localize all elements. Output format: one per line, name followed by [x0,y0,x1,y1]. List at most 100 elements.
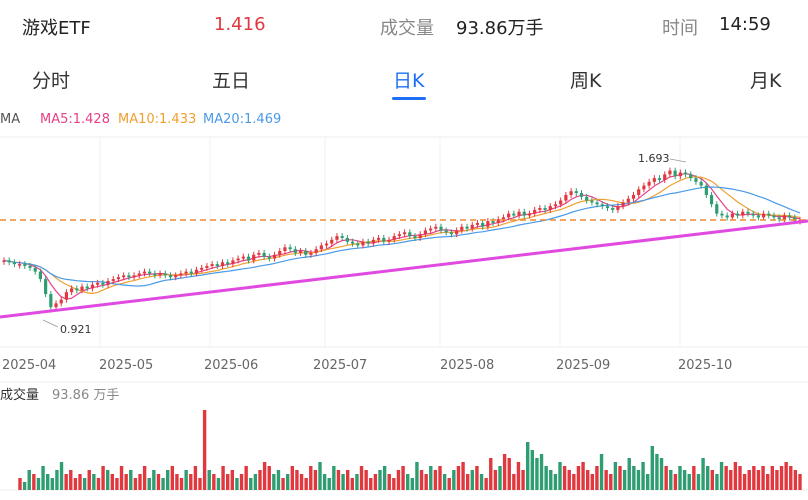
x-tick-label: 2025-10 [678,358,732,373]
volume-bar [645,474,650,490]
volume-bar [452,470,456,490]
ma10-line [3,176,801,295]
candle [475,222,480,225]
volume-bar [322,474,327,490]
candle [189,271,193,274]
volume-bar [705,466,710,490]
volume-bar [678,466,682,490]
volume-bar [567,470,571,490]
volume-bar [327,478,331,490]
volume-bar [18,478,22,490]
candle [517,211,521,216]
volume-value: 93.86万手 [456,18,544,39]
candle [75,288,79,291]
candle [751,213,755,216]
quote-header: 游戏ETF 1.416 成交量 93.86万手 时间 14:59 [0,0,808,52]
volume-bar [212,474,216,490]
candle [106,280,110,285]
candle [226,262,230,265]
tab-monthly-k[interactable]: 月K [750,70,782,92]
volume-bar [779,466,784,490]
volume-bar [595,466,599,490]
volume-panel-value: 93.86 万手 [52,388,119,403]
x-tick-label: 2025-05 [99,358,153,373]
volume-bar [230,470,235,490]
volume-bar [193,466,198,490]
volume-bar [650,446,655,490]
volume-bar [359,466,364,490]
volume-bar [239,474,244,490]
volume-bar [682,470,687,490]
volume-bar [295,470,299,490]
volume-bar [235,478,239,490]
tab-intraday[interactable]: 分时 [32,70,71,92]
candle [137,273,141,276]
volume-bar [692,466,696,490]
candle [772,215,776,218]
volume-bar [405,474,410,490]
volume-bar [119,466,124,490]
ma-label[interactable]: MA [0,112,21,127]
candle [429,228,433,231]
candle [288,247,292,250]
volume-bar [784,462,788,490]
volume-bar [147,478,151,490]
tab-weekly-k[interactable]: 周K [570,70,602,92]
candle [548,206,552,210]
volume-bar [738,466,742,490]
candle [486,221,490,227]
volume-bar [562,466,567,490]
candle [283,247,287,252]
volume-bar [96,478,101,490]
candle [418,234,422,238]
candle [652,178,656,182]
candle [559,200,563,205]
candle [262,252,266,257]
volume-bar [290,466,295,490]
tab-five-day[interactable]: 五日 [212,70,251,92]
volume-bar [309,466,313,490]
candle [777,217,781,220]
volume-bar [549,470,553,490]
candle [678,172,682,177]
candle [111,279,115,281]
candle [787,215,792,218]
volume-bar [424,474,428,490]
volume-bar [189,474,193,490]
volume-bar [756,470,761,490]
volume-bar [493,470,498,490]
volume-bar [313,470,318,490]
candle [735,213,740,216]
volume-bar [392,478,396,490]
candle [371,239,375,244]
candle [59,299,63,304]
volume-bar [101,466,105,490]
candle [647,181,651,186]
volume-bar [613,462,618,490]
ma5-value: MA5:1.428 [40,112,110,127]
candle [657,178,662,180]
candle [668,170,672,175]
volume-bar [696,474,701,490]
ma20-line [3,186,801,287]
candle [85,286,89,289]
x-tick-label: 2025-09 [556,358,610,373]
volume-bar [710,470,715,490]
candle [80,286,84,291]
candle [637,189,641,195]
candle [200,267,204,270]
volume-bar [438,466,442,490]
candle [272,254,277,259]
volume-bar [742,474,747,490]
candle [408,232,412,237]
candle [756,215,760,218]
volume-bar [599,454,604,490]
candle [574,191,578,194]
volume-bar [433,470,438,490]
trendline [0,219,808,319]
candle [314,249,318,253]
tab-daily-k[interactable]: 日K [393,70,425,92]
fund-name: 游戏ETF [22,18,91,39]
volume-bar [641,462,645,490]
